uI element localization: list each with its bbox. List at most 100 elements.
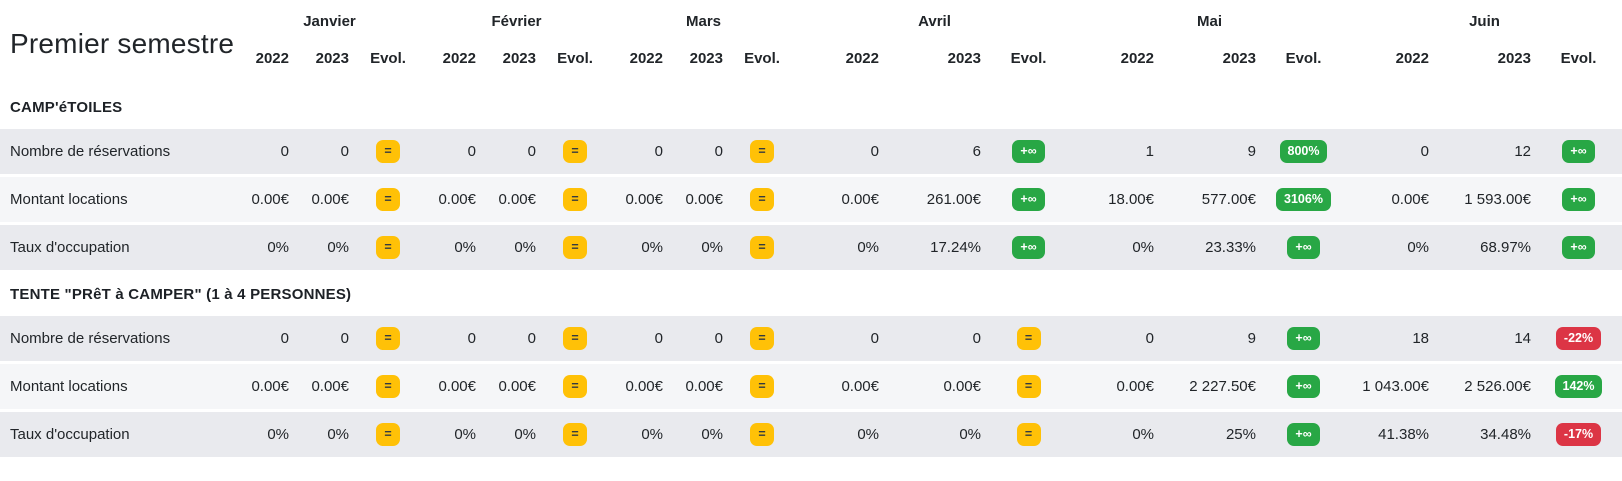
cell-2023: 0.00€	[311, 378, 349, 395]
row-label: Montant locations	[10, 191, 128, 208]
cell-evol: 3106%	[1260, 188, 1347, 211]
evol-badge-up: 142%	[1554, 375, 1603, 398]
table-header: Premier semestre Janvier Février Mars Avril…	[0, 0, 1622, 86]
cell-evol: =	[353, 423, 423, 446]
year-header-2022: 2022	[442, 49, 476, 67]
evol-badge-up: +∞	[1562, 188, 1595, 211]
cell-2022: 0	[467, 330, 476, 347]
evol-badge-equal: =	[376, 375, 400, 398]
cell-2022: 0%	[857, 426, 879, 443]
evol-header: Evol.	[744, 49, 780, 67]
cell-evol: +∞	[985, 140, 1072, 163]
cell-2022: 0	[1420, 143, 1429, 160]
table-row: Taux d'occupation 0% 0% = 0% 0% = 0% 0% = 0% 17.24%…	[0, 225, 1622, 270]
cell-evol: =	[540, 375, 610, 398]
cell-2023: 9	[1247, 143, 1256, 160]
cell-evol: =	[727, 423, 797, 446]
cell-2022: 0	[654, 330, 663, 347]
cell-2022: 1	[1145, 143, 1154, 160]
cell-evol: =	[540, 327, 610, 350]
evol-badge-up: +∞	[1287, 236, 1320, 259]
evol-badge-equal: =	[376, 327, 400, 350]
cell-evol: =	[540, 423, 610, 446]
table-row: Taux d'occupation 0% 0% = 0% 0% = 0% 0% = 0% 0% = 0% 2…	[0, 412, 1622, 457]
month-header-mai: Mai	[1196, 12, 1222, 30]
cell-2022: 0.00€	[251, 378, 289, 395]
evol-badge-equal: =	[750, 327, 774, 350]
cell-2023: 9	[1247, 330, 1256, 347]
evol-badge-equal: =	[563, 423, 587, 446]
evol-badge-up: +∞	[1287, 327, 1320, 350]
month-header-mars: Mars	[685, 12, 722, 30]
cell-2022: 0.00€	[251, 191, 289, 208]
cell-evol: =	[985, 375, 1072, 398]
year-header-2022: 2022	[629, 49, 663, 67]
cell-2022: 1 043.00€	[1362, 378, 1429, 395]
month-header-février: Février	[491, 12, 542, 30]
page-title: Premier semestre	[10, 28, 235, 59]
cell-2022: 41.38%	[1378, 426, 1429, 443]
evol-badge-equal: =	[563, 140, 587, 163]
cell-2022: 0	[654, 143, 663, 160]
cell-2022: 0%	[641, 426, 663, 443]
table-row: Nombre de réservations 0 0 = 0 0 = 0 0 = 0 0 = 0 9 +∞ 18…	[0, 316, 1622, 361]
cell-2022: 0%	[1132, 426, 1154, 443]
cell-2023: 0	[340, 330, 349, 347]
cell-evol: +∞	[1260, 375, 1347, 398]
evol-badge-equal: =	[1016, 423, 1041, 446]
cell-evol: =	[353, 236, 423, 259]
cell-2023: 0	[527, 330, 536, 347]
cell-evol: +∞	[1260, 423, 1347, 446]
cell-2023: 0%	[701, 239, 723, 256]
cell-2022: 0%	[641, 239, 663, 256]
cell-evol: =	[353, 188, 423, 211]
cell-2022: 0	[870, 143, 879, 160]
cell-2023: 261.00€	[926, 191, 981, 208]
cell-2022: 0.00€	[438, 191, 476, 208]
cell-2022: 0.00€	[1391, 191, 1429, 208]
cell-evol: +∞	[1260, 236, 1347, 259]
cell-2022: 0%	[267, 426, 289, 443]
cell-2023: 0%	[327, 239, 349, 256]
cell-evol: =	[985, 423, 1072, 446]
year-header-2023: 2023	[502, 49, 536, 67]
cell-2023: 0%	[514, 426, 536, 443]
cell-2022: 0	[1145, 330, 1154, 347]
cell-2023: 0	[714, 143, 723, 160]
month-header-avril: Avril	[918, 12, 951, 30]
cell-evol: 142%	[1535, 375, 1622, 398]
year-header-2023: 2023	[1497, 49, 1531, 67]
evol-badge-equal: =	[750, 188, 774, 211]
row-label: Nombre de réservations	[10, 143, 171, 160]
cell-evol: =	[727, 140, 797, 163]
cell-2023: 0	[714, 330, 723, 347]
row-label: Taux d'occupation	[10, 239, 130, 256]
cell-evol: =	[727, 236, 797, 259]
cell-evol: +∞	[985, 236, 1072, 259]
year-header-2023: 2023	[1222, 49, 1256, 67]
cell-2023: 0.00€	[498, 191, 536, 208]
semester-report-table: Premier semestre Janvier Février Mars Avril…	[0, 0, 1622, 457]
cell-2022: 0%	[857, 239, 879, 256]
cell-2023: 2 227.50€	[1189, 378, 1256, 395]
cell-evol: +∞	[985, 188, 1072, 211]
year-header-2022: 2022	[1120, 49, 1154, 67]
evol-header: Evol.	[557, 49, 593, 67]
evol-badge-down: -17%	[1555, 423, 1602, 446]
cell-2023: 0%	[701, 426, 723, 443]
cell-2022: 0.00€	[625, 191, 663, 208]
table-row: Montant locations 0.00€ 0.00€ = 0.00€ 0.00€ = 0…	[0, 364, 1622, 409]
evol-badge-up: +∞	[1012, 188, 1045, 211]
evol-badge-equal: =	[750, 140, 774, 163]
month-header-juin: Juin	[1469, 12, 1500, 30]
month-header-row: Janvier Février Mars Avril Mai Juin	[0, 0, 1622, 36]
cell-2022: 0.00€	[841, 191, 879, 208]
cell-2022: 0	[870, 330, 879, 347]
evol-badge-equal: =	[1016, 327, 1041, 350]
evol-badge-equal: =	[376, 140, 400, 163]
evol-badge-down: -22%	[1555, 327, 1602, 350]
row-label: Nombre de réservations	[10, 330, 171, 347]
year-header-2022: 2022	[1395, 49, 1429, 67]
cell-evol: =	[727, 188, 797, 211]
evol-badge-up: +∞	[1012, 236, 1045, 259]
